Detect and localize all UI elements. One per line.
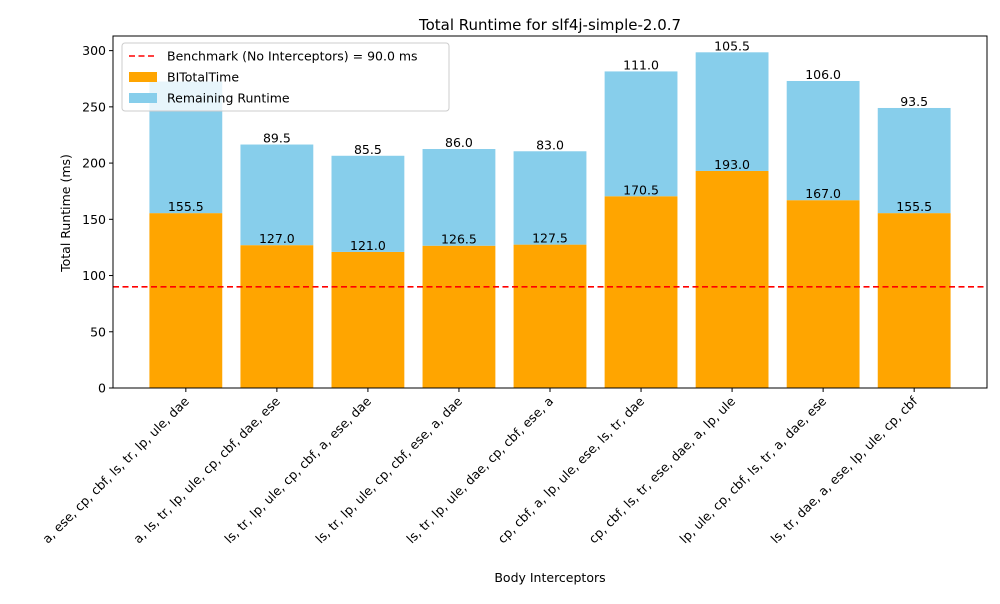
x-tick-label: ls, tr, lp, ule, cp, cbf, a, ese, dae [221, 393, 374, 546]
bar-value-label: 105.5 [714, 38, 750, 53]
bar-value-label: 111.0 [623, 57, 659, 72]
y-tick-label: 50 [90, 324, 106, 339]
bar-value-label: 126.5 [441, 232, 477, 247]
x-tick-label: a, ls, tr, lp, ule, cp, cbf, dae, ese [130, 393, 283, 546]
y-tick-label: 150 [82, 212, 106, 227]
legend-box [121, 42, 450, 112]
bar-bitotaltime [786, 200, 860, 388]
x-tick-label: a, ese, cp, cbf, ls, tr, lp, ule, dae [39, 393, 192, 546]
y-axis-label: Total Runtime (ms) [58, 154, 73, 273]
y-tick-label: 250 [82, 99, 106, 114]
bar-bitotaltime [695, 170, 769, 388]
bar-value-label: 121.0 [350, 238, 386, 253]
legend-swatch-bitotaltime [129, 72, 157, 82]
bar-remaining-runtime [695, 52, 769, 171]
bar-remaining-runtime [604, 71, 678, 197]
legend-swatch-remaining-runtime [129, 93, 157, 103]
x-tick-label: ls, tr, dae, a, ese, lp, ule, cp, cbf [768, 393, 921, 546]
x-tick-label: cp, cbf, a, lp, ule, ese, ls, tr, dae [494, 393, 647, 546]
bar-value-label: 85.5 [354, 142, 382, 157]
bar-value-label: 86.0 [445, 135, 473, 150]
y-tick-label: 100 [82, 268, 106, 283]
chart-title: Total Runtime for slf4j-simple-2.0.7 [418, 16, 681, 34]
x-tick-label: ls, tr, lp, ule, cp, cbf, ese, a, dae [312, 393, 465, 546]
bar-value-label: 170.5 [623, 182, 659, 197]
bar-value-label: 155.5 [896, 199, 932, 214]
y-tick-label: 200 [82, 156, 106, 171]
bar-bitotaltime [604, 196, 678, 388]
legend-label: Benchmark (No Interceptors) = 90.0 ms [167, 49, 418, 64]
bar-bitotaltime [422, 245, 496, 388]
bar-bitotaltime [331, 251, 405, 388]
x-tick-label: cp, cbf, ls, tr, ese, dae, a, lp, ule [586, 393, 739, 546]
y-tick-label: 300 [82, 43, 106, 58]
bar-remaining-runtime [786, 80, 860, 201]
bar-bitotaltime [877, 213, 951, 388]
legend-label: BITotalTime [167, 70, 239, 85]
bar-value-label: 93.5 [900, 94, 928, 109]
legend-label: Remaining Runtime [167, 91, 290, 106]
bar-remaining-runtime [331, 155, 405, 252]
bar-bitotaltime [149, 213, 223, 388]
bar-value-label: 167.0 [805, 186, 841, 201]
bar-value-label: 193.0 [714, 157, 750, 172]
bar-remaining-runtime [513, 151, 587, 245]
bar-bitotaltime [240, 245, 314, 388]
bar-value-label: 89.5 [263, 131, 291, 146]
bar-value-label: 127.5 [532, 231, 568, 246]
bar-value-label: 127.0 [259, 231, 295, 246]
bar-remaining-runtime [240, 144, 314, 246]
x-axis-label: Body Interceptors [494, 570, 605, 585]
bar-bitotaltime [513, 244, 587, 388]
bar-remaining-runtime [877, 107, 951, 214]
legend: Benchmark (No Interceptors) = 90.0 ms BIT… [121, 42, 450, 112]
bar-value-label: 83.0 [536, 137, 564, 152]
bar-value-label: 155.5 [168, 199, 204, 214]
x-tick-label: lp, ule, cp, cbf, ls, tr, a, dae, ese [677, 393, 830, 546]
data-labels-layer: 155.5 127.0 89.5 121.0 85.5 126.5 86.0 127.5 83.… [168, 38, 932, 253]
x-tick-label: ls, tr, lp, ule, dae, cp, cbf, ese, a [403, 394, 556, 547]
bar-value-label: 106.0 [805, 67, 841, 82]
bar-remaining-runtime [422, 149, 496, 246]
y-tick-label: 0 [98, 381, 106, 396]
